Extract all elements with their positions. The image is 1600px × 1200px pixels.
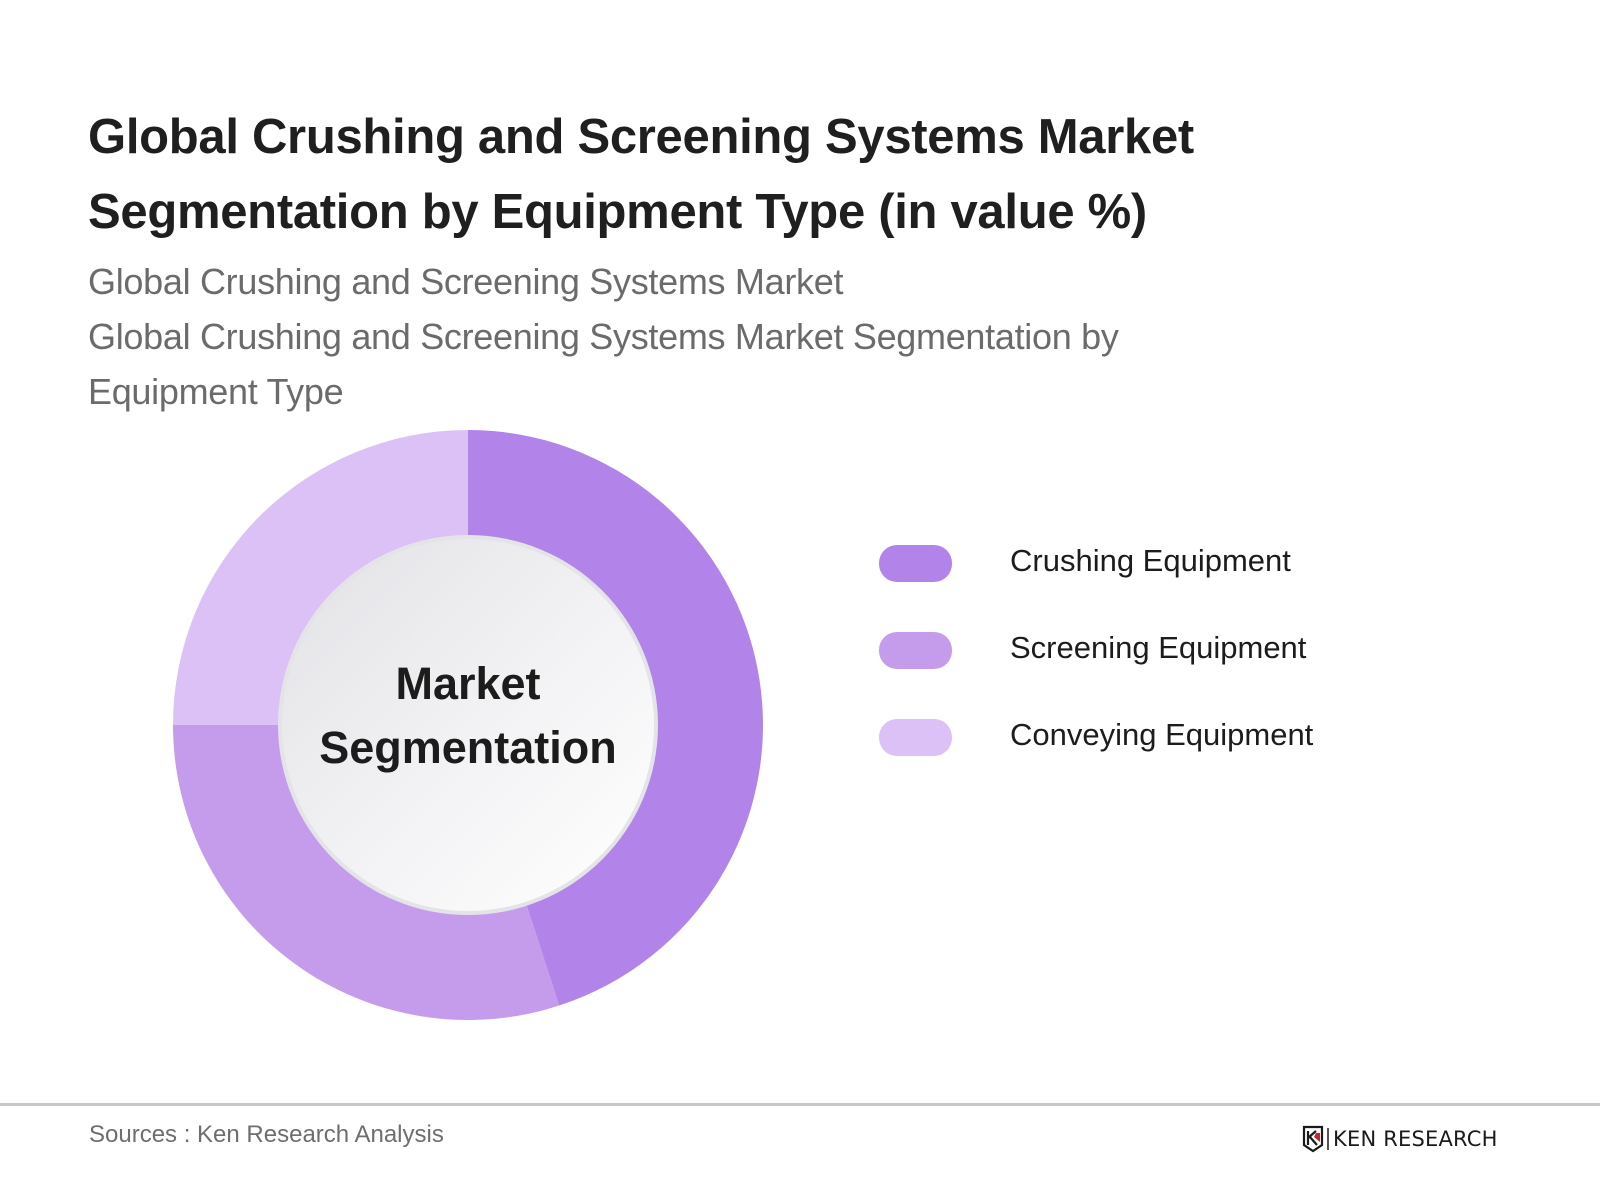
donut-center-label: Market Segmentation: [288, 652, 648, 780]
legend-item-screening[interactable]: Screening Equipment: [879, 630, 1306, 669]
chart-title-line-1: Global Crushing and Screening Systems Ma…: [88, 110, 1194, 164]
chart-title: Global Crushing and Screening Systems Ma…: [88, 100, 1388, 250]
logo-text: KEN RESEARCH: [1333, 1127, 1498, 1151]
chart-subtitle-line-1: Global Crushing and Screening Systems Ma…: [88, 261, 844, 302]
footer-source-text: Sources : Ken Research Analysis: [89, 1121, 444, 1148]
center-label-line-1: Market: [395, 658, 541, 709]
center-label-line-2: Segmentation: [319, 722, 617, 773]
legend-item-conveying[interactable]: Conveying Equipment: [879, 717, 1313, 756]
ken-research-shield-icon: [1302, 1125, 1324, 1153]
footer-divider: [0, 1103, 1600, 1106]
legend-label-screening: Screening Equipment: [1010, 630, 1307, 665]
ken-research-logo[interactable]: KEN RESEARCH: [1302, 1124, 1498, 1154]
legend-swatch-crushing: [879, 545, 952, 582]
chart-subtitle: Global Crushing and Screening Systems Ma…: [88, 254, 1238, 419]
logo-divider: [1327, 1128, 1329, 1150]
center-disc: [282, 539, 654, 911]
legend-label-crushing: Crushing Equipment: [1010, 543, 1291, 578]
legend-item-crushing[interactable]: Crushing Equipment: [879, 543, 1291, 582]
legend-swatch-screening: [879, 632, 952, 669]
chart-legend: Crushing Equipment Screening Equipment C…: [879, 543, 1313, 806]
chart-subtitle-line-3: Equipment Type: [88, 371, 344, 412]
chart-subtitle-line-2: Global Crushing and Screening Systems Ma…: [88, 316, 1119, 357]
chart-title-line-2: Segmentation by Equipment Type (in value…: [88, 185, 1147, 239]
legend-swatch-conveying: [879, 719, 952, 756]
legend-label-conveying: Conveying Equipment: [1010, 717, 1314, 752]
